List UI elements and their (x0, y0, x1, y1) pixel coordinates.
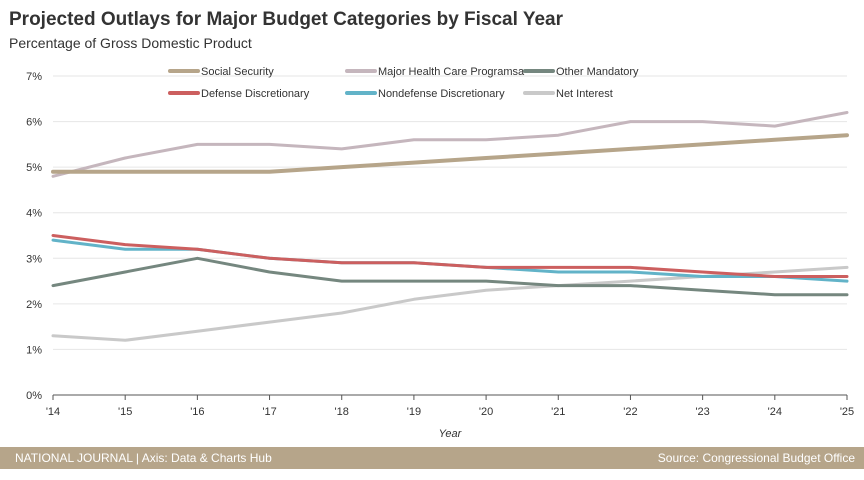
legend-label: Social Security (201, 66, 274, 78)
series-line-defense-discretionary (51, 234, 849, 278)
x-axis-title: Year (439, 428, 463, 440)
series-line-other-mandatory (51, 256, 849, 297)
y-tick-label: 4% (26, 208, 42, 220)
legend-label: Other Mandatory (556, 66, 639, 78)
footer-bar: NATIONAL JOURNAL | Axis: Data & Charts H… (0, 447, 864, 469)
footer-source: Source: Congressional Budget Office (657, 451, 855, 465)
x-tick-label: '23 (695, 406, 709, 418)
y-tick-label: 5% (26, 162, 42, 174)
y-tick-label: 1% (26, 344, 42, 356)
legend-label: Nondefense Discretionary (378, 88, 505, 100)
y-tick-label: 0% (26, 390, 42, 402)
footer-credit: NATIONAL JOURNAL | Axis: Data & Charts H… (15, 451, 272, 465)
chart-subtitle: Percentage of Gross Domestic Product (9, 35, 252, 51)
x-tick-label: '24 (768, 406, 782, 418)
x-tick-label: '19 (407, 406, 421, 418)
y-tick-label: 7% (26, 71, 42, 83)
legend-label: Major Health Care Programsa (378, 66, 525, 78)
line-chart: 0% 1% 2% 3% 4% 5% 6% 7% '14 '15 '16 '17 '18 '19 '20 '21… (26, 66, 854, 440)
x-tick-label: '21 (551, 406, 565, 418)
series-line-major-health-care-programsa (51, 111, 849, 178)
y-tick-label: 3% (26, 253, 42, 265)
x-tick-label: '18 (335, 406, 349, 418)
x-tick-label: '15 (118, 406, 132, 418)
x-tick-label: '25 (840, 406, 854, 418)
series-line-social-security (51, 133, 849, 174)
x-tick-label: '14 (46, 406, 60, 418)
y-tick-label: 6% (26, 117, 42, 129)
chart-title: Projected Outlays for Major Budget Categ… (9, 9, 563, 30)
legend-label: Defense Discretionary (201, 88, 310, 100)
legend-label: Net Interest (556, 88, 613, 100)
x-tick-label: '22 (623, 406, 637, 418)
x-tick-label: '16 (190, 406, 204, 418)
x-tick-label: '20 (479, 406, 493, 418)
x-tick-label: '17 (262, 406, 276, 418)
y-tick-label: 2% (26, 299, 42, 311)
